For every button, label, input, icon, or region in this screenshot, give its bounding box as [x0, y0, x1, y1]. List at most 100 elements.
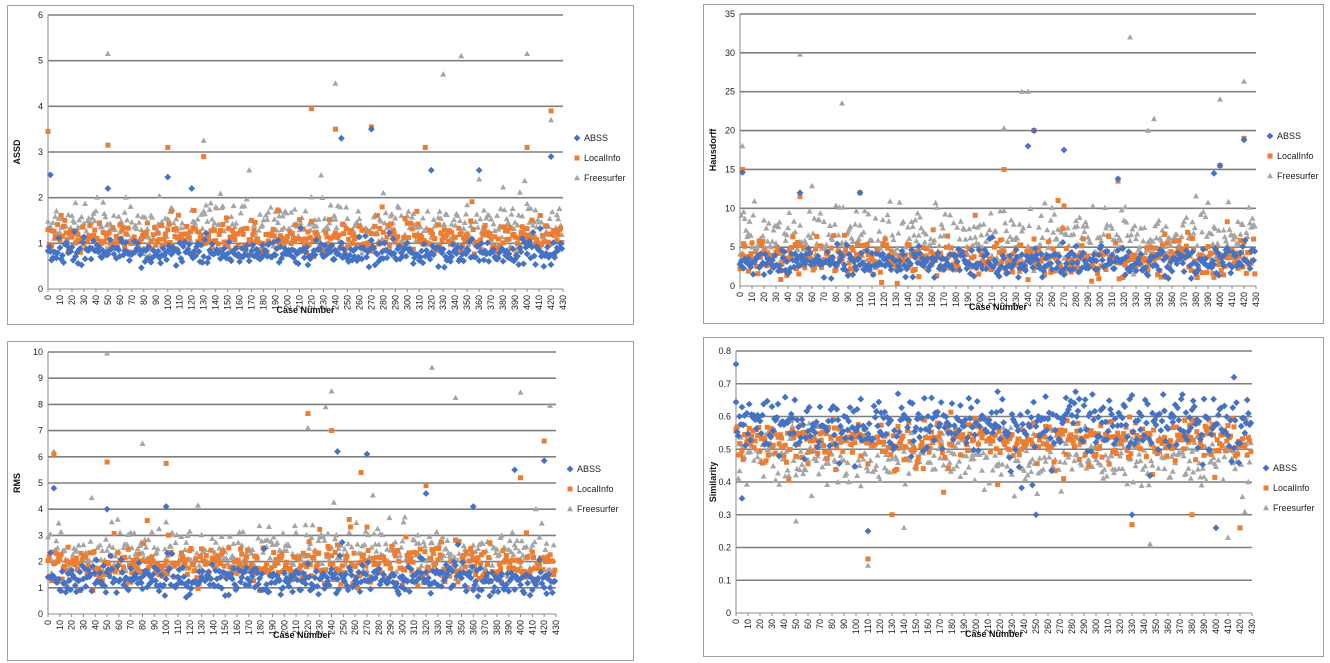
data-point: [65, 544, 71, 550]
data-point: [104, 459, 110, 465]
y-tick-label: 0.7: [718, 379, 731, 389]
data-point: [70, 227, 78, 235]
data-point: [877, 477, 883, 483]
data-point: [488, 236, 494, 242]
data-point: [94, 248, 102, 256]
data-point: [86, 557, 93, 563]
data-point: [1137, 457, 1144, 464]
data-point: [814, 252, 822, 260]
data-point: [305, 552, 311, 558]
data-point: [1015, 273, 1022, 281]
data-point: [1205, 244, 1211, 250]
data-point: [63, 230, 69, 236]
data-point: [844, 272, 852, 280]
x-tick-label: 150: [915, 292, 925, 307]
data-point: [1118, 449, 1125, 456]
data-point: [140, 246, 148, 253]
data-point: [793, 518, 799, 524]
data-point: [79, 556, 85, 562]
x-tick-label: 350: [456, 620, 466, 635]
data-point: [896, 199, 903, 205]
y-tick-label: 4: [38, 504, 43, 514]
x-tick-label: 120: [879, 292, 889, 307]
x-tick-label: 30: [767, 619, 777, 629]
data-point: [1025, 243, 1031, 249]
data-point: [777, 250, 783, 256]
data-point: [232, 559, 238, 565]
data-point: [209, 245, 215, 251]
data-point: [94, 235, 100, 241]
data-point: [486, 592, 494, 600]
data-point: [1007, 424, 1014, 431]
data-point: [54, 544, 61, 551]
data-point: [1245, 478, 1252, 485]
data-point: [1060, 225, 1066, 231]
data-point: [1089, 463, 1096, 469]
data-point: [45, 534, 51, 540]
data-point: [292, 239, 298, 245]
data-point: [843, 246, 849, 252]
data-point: [547, 153, 555, 160]
data-point: [827, 450, 833, 456]
data-point: [183, 539, 190, 545]
data-point: [552, 567, 558, 573]
data-point: [553, 229, 559, 235]
data-point: [325, 241, 331, 247]
data-point: [1044, 226, 1051, 233]
data-point: [523, 543, 530, 550]
data-point: [1158, 237, 1165, 243]
data-point: [906, 242, 912, 248]
data-point: [740, 264, 747, 272]
data-point: [191, 568, 197, 574]
data-point: [308, 573, 314, 579]
data-point: [976, 451, 983, 458]
data-point: [779, 261, 785, 267]
data-point: [763, 225, 770, 231]
data-point: [527, 205, 534, 211]
data-point: [819, 463, 826, 470]
data-point: [325, 581, 333, 589]
y-tick-label: 0: [38, 609, 43, 619]
data-point: [901, 262, 908, 269]
data-point: [1252, 271, 1258, 277]
data-point: [1183, 243, 1189, 249]
data-point: [790, 457, 797, 463]
x-tick-label: 10: [55, 295, 65, 305]
data-point: [305, 573, 313, 581]
data-point: [1225, 198, 1232, 205]
data-point: [829, 236, 836, 243]
data-point: [749, 244, 755, 250]
data-point: [444, 256, 452, 263]
data-point: [952, 252, 960, 260]
data-point: [497, 573, 504, 580]
data-point: [363, 563, 369, 569]
data-point: [299, 569, 307, 577]
data-point: [91, 218, 98, 224]
data-point: [1185, 465, 1192, 471]
y-tick-label: 20: [725, 126, 735, 136]
data-point: [557, 240, 565, 248]
data-point: [228, 575, 236, 583]
data-point: [995, 460, 1002, 466]
data-point: [348, 571, 356, 579]
data-point: [138, 236, 144, 242]
data-point: [1169, 468, 1176, 474]
data-point: [1249, 215, 1256, 221]
data-point: [462, 564, 468, 570]
data-point: [215, 554, 221, 560]
data-point: [1189, 218, 1196, 225]
data-point: [409, 226, 415, 232]
data-point: [1025, 462, 1032, 468]
data-point: [883, 242, 889, 248]
data-point: [258, 241, 266, 249]
data-point: [50, 484, 58, 492]
data-point: [469, 199, 475, 205]
data-point: [853, 434, 859, 440]
data-point: [321, 537, 328, 543]
y-tick-label: 10: [33, 347, 43, 357]
data-point: [429, 547, 435, 553]
data-point: [112, 553, 119, 559]
data-point: [318, 172, 325, 178]
data-point: [264, 536, 271, 543]
data-point: [1241, 236, 1249, 244]
